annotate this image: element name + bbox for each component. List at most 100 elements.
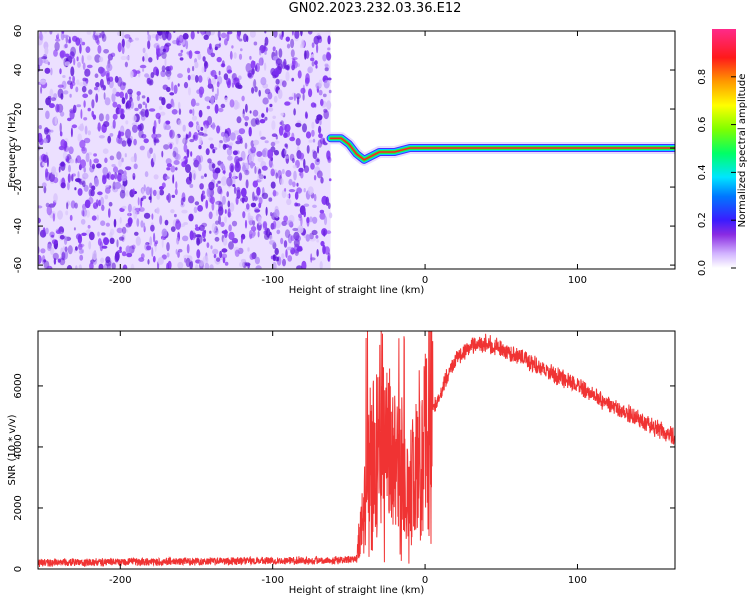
noise-blob [60, 139, 66, 148]
noise-blob [69, 51, 75, 59]
noise-blob [178, 108, 182, 115]
noise-blob [257, 157, 264, 163]
noise-blob [147, 40, 151, 50]
noise-blob [138, 129, 144, 139]
noise-blob [141, 134, 147, 139]
noise-blob [247, 247, 250, 252]
noise-blob [99, 78, 104, 88]
noise-blob [296, 265, 303, 269]
noise-blob [233, 240, 238, 244]
noise-blob [98, 113, 104, 122]
noise-blob [156, 53, 159, 61]
noise-blob [258, 216, 262, 226]
noise-blob [47, 243, 52, 252]
noise-blob [289, 136, 296, 142]
noise-blob [156, 207, 160, 215]
noise-blob [205, 199, 209, 209]
snr-x-ticks: -200 -100 0 100 [109, 331, 587, 586]
noise-blob [303, 188, 306, 193]
noise-blob [51, 234, 55, 238]
noise-blob [110, 174, 115, 180]
noise-blob [238, 53, 243, 60]
noise-blob [257, 173, 264, 183]
noise-blob [62, 34, 70, 39]
noise-blob [296, 63, 300, 67]
noise-blob [64, 246, 68, 252]
noise-blob [307, 66, 314, 74]
noise-blob [227, 208, 231, 218]
noise-blob [294, 191, 299, 200]
noise-blob [69, 109, 75, 120]
noise-blob [75, 86, 79, 93]
noise-blob [316, 119, 319, 124]
noise-blob [227, 200, 231, 208]
noise-blob [95, 82, 100, 88]
noise-blob [303, 158, 306, 169]
noise-blob [281, 80, 287, 88]
noise-blob [94, 177, 99, 187]
noise-blob [300, 216, 303, 227]
noise-blob [77, 171, 80, 180]
noise-blob [154, 240, 159, 245]
noise-blob [288, 193, 291, 199]
noise-blob [228, 224, 232, 232]
noise-blob [198, 86, 205, 95]
noise-blob [55, 103, 60, 113]
noise-blob [309, 237, 316, 242]
spectrogram-tone-trace [324, 132, 675, 166]
noise-blob [112, 101, 118, 108]
noise-blob [215, 220, 220, 225]
noise-blob [305, 73, 310, 84]
noise-blob [94, 73, 99, 78]
noise-blob [188, 87, 191, 96]
noise-blob [128, 210, 131, 220]
noise-blob [309, 216, 313, 223]
noise-blob [218, 37, 222, 41]
noise-blob [285, 154, 290, 164]
noise-blob [94, 32, 101, 36]
noise-blob [305, 234, 310, 242]
noise-blob [122, 264, 128, 269]
noise-blob [209, 143, 214, 149]
noise-blob [314, 60, 318, 66]
noise-blob [290, 235, 295, 242]
noise-blob [44, 67, 51, 74]
noise-blob [75, 37, 81, 46]
noise-blob [275, 58, 283, 65]
noise-blob [121, 174, 128, 182]
x-tick-label: 0 [422, 575, 428, 586]
noise-blob [202, 56, 206, 62]
noise-blob [280, 178, 284, 185]
noise-blob [63, 235, 68, 245]
noise-blob [50, 129, 54, 133]
noise-blob [155, 33, 159, 42]
noise-blob [310, 102, 316, 108]
noise-blob [298, 217, 302, 221]
noise-blob [220, 194, 223, 203]
noise-blob [229, 99, 235, 108]
noise-blob [291, 77, 295, 82]
noise-blob [320, 177, 324, 184]
noise-blob [166, 167, 171, 171]
noise-blob [65, 210, 69, 216]
snr-series-line [38, 331, 675, 568]
noise-blob [81, 85, 87, 93]
noise-blob [84, 199, 91, 209]
noise-blob [188, 213, 194, 222]
noise-blob [158, 105, 163, 110]
noise-blob [258, 114, 261, 120]
noise-blob [217, 31, 221, 39]
noise-blob [249, 110, 252, 114]
noise-blob [57, 210, 63, 220]
noise-blob [70, 66, 75, 77]
noise-blob [222, 237, 228, 246]
noise-blob [312, 138, 316, 143]
noise-blob [166, 103, 172, 109]
noise-blob [192, 232, 197, 239]
noise-blob [288, 178, 293, 186]
noise-blob [77, 61, 81, 68]
noise-blob [103, 237, 110, 246]
noise-blob [81, 55, 84, 64]
noise-blob [318, 133, 323, 139]
noise-blob [263, 175, 266, 179]
